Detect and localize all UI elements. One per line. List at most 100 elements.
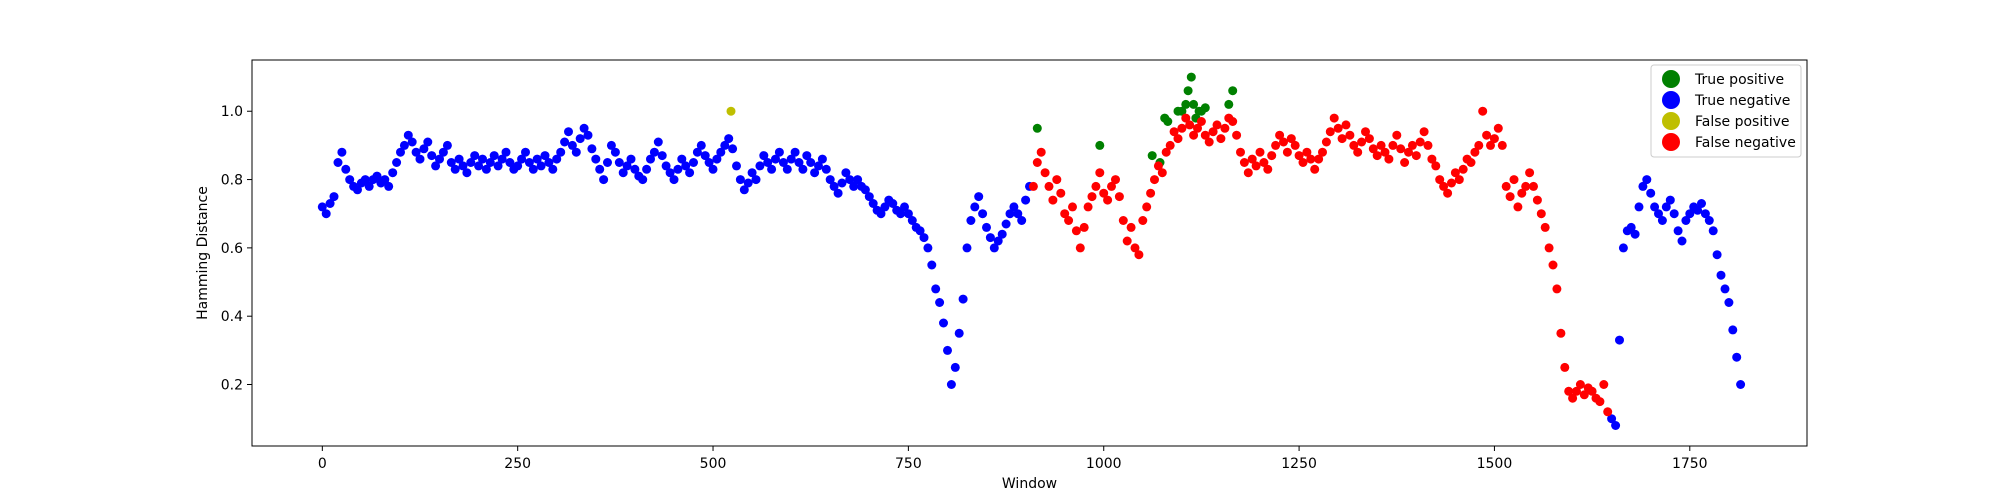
data-point: [1177, 123, 1187, 133]
data-point: [544, 158, 554, 167]
data-point: [1419, 127, 1429, 137]
data-point: [810, 168, 820, 178]
data-point: [1700, 209, 1710, 219]
data-point: [1271, 140, 1281, 150]
legend-label: True negative: [1694, 93, 1790, 109]
data-point: [1048, 195, 1058, 205]
data-point: [431, 161, 441, 171]
data-point: [1161, 147, 1171, 157]
legend-label: False positive: [1695, 114, 1790, 130]
data-point: [536, 161, 546, 171]
data-point: [1032, 158, 1042, 167]
data-point: [1036, 147, 1046, 157]
data-point: [1712, 250, 1722, 260]
data-point: [774, 147, 784, 157]
data-point: [1107, 181, 1116, 191]
data-point: [470, 151, 480, 161]
data-point: [689, 158, 698, 167]
data-point: [1321, 137, 1331, 147]
data-point: [1243, 168, 1253, 178]
data-point: [372, 171, 382, 181]
data-point: [1189, 99, 1199, 109]
data-point: [1017, 216, 1027, 225]
data-point: [1153, 161, 1163, 171]
data-point: [1337, 134, 1347, 144]
series-false-negative: [1028, 106, 1613, 417]
data-point: [646, 154, 655, 164]
legend-box: [1650, 64, 1802, 158]
data-point: [1427, 154, 1437, 164]
data-point: [681, 161, 691, 171]
data-point: [552, 154, 562, 164]
data-point: [1724, 298, 1734, 307]
data-point: [1114, 192, 1124, 202]
data-point: [970, 202, 980, 212]
data-point: [532, 154, 542, 164]
data-point: [442, 140, 452, 150]
data-point: [919, 233, 929, 243]
data-point: [1068, 202, 1077, 212]
data-point: [720, 140, 730, 150]
data-point: [540, 151, 550, 161]
data-point: [653, 137, 663, 147]
data-point: [1263, 164, 1273, 174]
data-point: [935, 298, 945, 307]
data-point: [915, 226, 925, 236]
data-point: [521, 147, 530, 157]
data-point: [1075, 243, 1085, 253]
data-point: [1411, 151, 1421, 161]
data-point: [825, 175, 835, 185]
data-point: [1560, 362, 1570, 372]
data-point: [993, 236, 1003, 246]
data-point: [513, 161, 523, 171]
data-point: [1267, 151, 1277, 161]
data-point: [1302, 147, 1312, 157]
data-point: [1579, 390, 1589, 400]
data-point: [1251, 161, 1261, 171]
data-point: [1341, 120, 1351, 130]
legend-marker: [1662, 91, 1680, 109]
data-point: [1556, 328, 1566, 338]
data-point: [732, 161, 741, 171]
data-point: [974, 192, 984, 202]
data-point: [735, 175, 745, 185]
data-point: [564, 127, 573, 137]
x-tick-label: 1500: [1477, 456, 1513, 472]
data-point: [1163, 117, 1173, 126]
data-point: [900, 202, 909, 212]
data-point: [1021, 195, 1031, 205]
data-point: [1415, 137, 1425, 147]
data-point: [954, 328, 964, 338]
data-point: [1001, 219, 1011, 229]
data-point: [1052, 175, 1062, 185]
data-point: [985, 233, 995, 243]
data-point: [1716, 270, 1726, 280]
data-point: [1470, 147, 1480, 157]
data-point: [321, 209, 331, 219]
data-point: [388, 168, 398, 178]
data-point: [939, 318, 948, 328]
data-point: [423, 137, 433, 147]
data-point: [1665, 195, 1675, 205]
plot-frame: [251, 59, 1808, 447]
data-point: [1661, 202, 1671, 212]
data-point: [626, 154, 636, 164]
data-point: [739, 185, 749, 195]
y-tick-label: 0.6: [221, 241, 243, 257]
data-point: [1376, 140, 1386, 150]
data-point: [438, 147, 448, 157]
data-point: [767, 164, 777, 174]
data-point: [618, 168, 628, 178]
data-point: [399, 140, 409, 150]
data-point: [392, 158, 402, 167]
data-point: [868, 199, 878, 208]
data-point: [1708, 226, 1718, 236]
data-point: [1431, 161, 1441, 171]
data-point: [1228, 86, 1238, 96]
data-point: [1654, 209, 1663, 219]
data-point: [1357, 137, 1367, 147]
data-point: [829, 181, 839, 191]
data-point: [950, 362, 960, 372]
data-point: [1380, 147, 1390, 157]
data-point: [1603, 407, 1613, 417]
